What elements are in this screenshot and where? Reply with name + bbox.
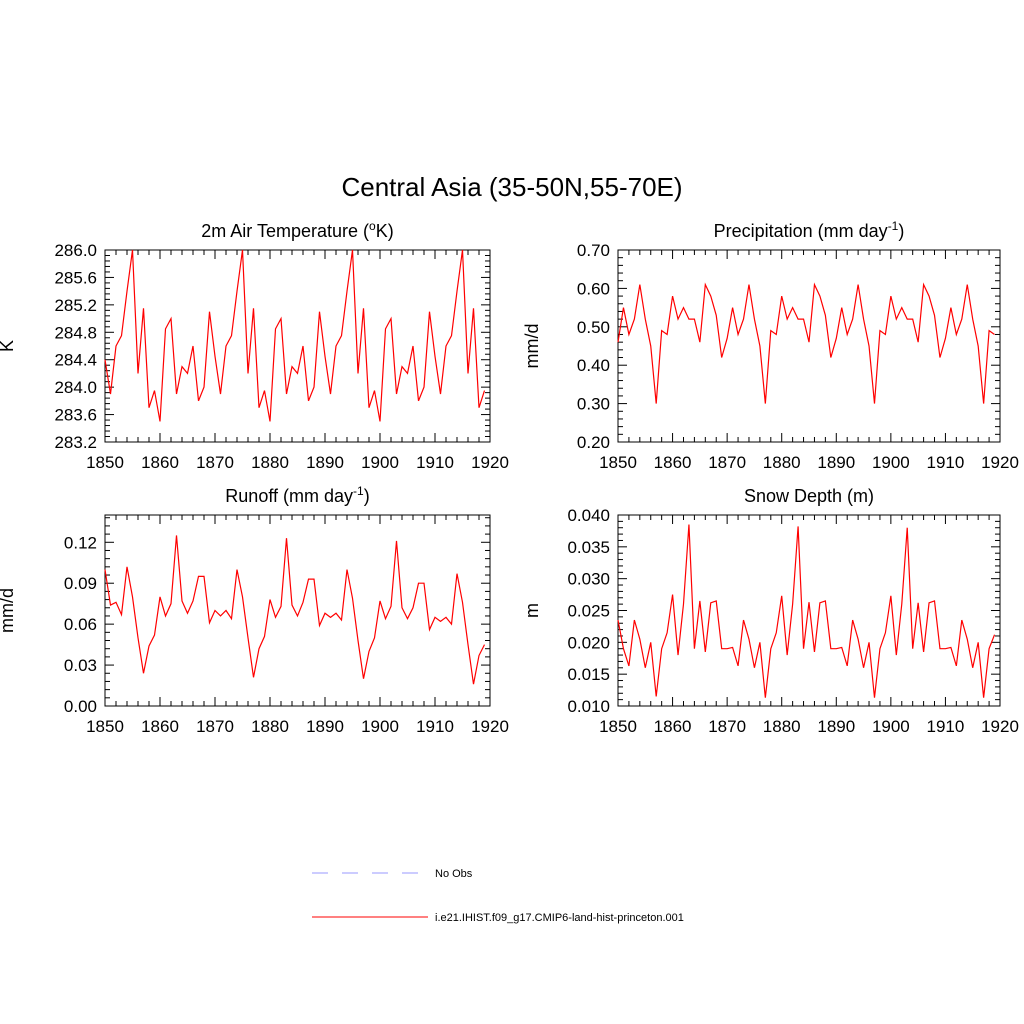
series-line (104, 535, 486, 685)
y-tick-label: 0.60 (577, 279, 610, 298)
y-axis-label: m (522, 603, 542, 618)
x-tick-label: 1870 (196, 453, 234, 472)
y-tick-label: 284.0 (54, 378, 97, 397)
panel-title: Snow Depth (m) (744, 486, 874, 506)
y-tick-label: 0.12 (64, 533, 97, 552)
x-tick-label: 1900 (872, 717, 910, 736)
panel-title: 2m Air Temperature (oK) (201, 219, 393, 241)
x-tick-label: 1870 (708, 717, 746, 736)
x-tick-label: 1860 (141, 717, 179, 736)
x-tick-label: 1850 (86, 717, 124, 736)
x-tick-label: 1890 (817, 717, 855, 736)
x-tick-label: 1860 (654, 717, 692, 736)
y-tick-label: 0.015 (567, 665, 610, 684)
x-tick-label: 1860 (654, 453, 692, 472)
panel-title-main: 2m Air Temperature ( (201, 221, 369, 241)
y-tick-label: 0.030 (567, 570, 610, 589)
chart-panel-2: Precipitation (mm day-1) mm/d 1850 1860 1870… (522, 219, 1019, 472)
x-tick-label: 1920 (471, 453, 509, 472)
x-tick-label: 1910 (927, 717, 965, 736)
x-tick-label: 1890 (306, 717, 344, 736)
y-tick-label: 0.50 (577, 318, 610, 337)
panel-title-sup: o (369, 219, 376, 233)
plot-frame (104, 249, 491, 443)
x-tick-label: 1910 (416, 717, 454, 736)
chart-panel-4: Snow Depth (m) m 1850 1860 1870 1880 1890 1900 1… (522, 486, 1019, 736)
y-tick-label: 0.20 (577, 433, 610, 452)
panel-title-tail: ) (364, 486, 370, 506)
y-tick-label: 0.040 (567, 506, 610, 525)
panel-title-sup: -1 (888, 219, 899, 233)
x-tick-label: 1860 (141, 453, 179, 472)
plot-frame (617, 514, 1001, 707)
plot-frame (617, 249, 1001, 443)
y-tick-label: 283.2 (54, 433, 97, 452)
x-tick-label: 1910 (927, 453, 965, 472)
panel-title-tail: ) (898, 221, 904, 241)
y-tick-label: 0.40 (577, 356, 610, 375)
y-tick-label: 0.035 (567, 538, 610, 557)
y-axis-label: mm/d (522, 324, 542, 369)
y-tick-label: 0.03 (64, 656, 97, 675)
x-tick-label: 1850 (599, 453, 637, 472)
y-tick-label: 0.00 (64, 697, 97, 716)
legend: No Obs i.e21.IHIST.f09_g17.CMIP6-land-his… (312, 868, 684, 924)
panel-title: Runoff (mm day-1) (225, 484, 369, 506)
x-tick-label: 1920 (981, 453, 1019, 472)
x-tick-label: 1890 (306, 453, 344, 472)
y-tick-label: 0.09 (64, 574, 97, 593)
series-line (617, 282, 995, 404)
y-tick-label: 0.06 (64, 615, 97, 634)
y-axis-label: mm/d (0, 588, 17, 633)
x-tick-label: 1910 (416, 453, 454, 472)
chart-panel-1: 2m Air Temperature (oK) K 1850 1860 1870 1880… (0, 219, 509, 472)
x-tick-label: 1870 (196, 717, 234, 736)
y-tick-label: 284.8 (54, 323, 97, 342)
y-tick-label: 0.025 (567, 602, 610, 621)
x-tick-label: 1900 (872, 453, 910, 472)
legend-label: No Obs (435, 868, 473, 880)
y-tick-label: 0.30 (577, 395, 610, 414)
x-tick-label: 1880 (763, 453, 801, 472)
plot-frame (104, 514, 491, 707)
x-tick-label: 1920 (471, 717, 509, 736)
y-tick-label: 286.0 (54, 241, 97, 260)
x-tick-label: 1900 (361, 453, 399, 472)
y-axis-label: K (0, 340, 17, 352)
panel-title-sup: -1 (353, 484, 364, 498)
y-tick-label: 0.70 (577, 241, 610, 260)
chart-panel-3: Runoff (mm day-1) mm/d 1850 1860 1870 1880 189… (0, 484, 509, 736)
y-tick-label: 284.4 (54, 351, 97, 370)
y-tick-label: 0.020 (567, 633, 610, 652)
x-tick-label: 1900 (361, 717, 399, 736)
panel-title-main: Snow Depth (m) (744, 486, 874, 506)
series-line (617, 524, 996, 698)
x-tick-label: 1880 (251, 717, 289, 736)
x-tick-label: 1870 (708, 453, 746, 472)
panel-title-tail: K) (376, 221, 394, 241)
y-tick-label: 0.010 (567, 697, 610, 716)
panel-title: Precipitation (mm day-1) (714, 219, 905, 241)
x-tick-label: 1850 (86, 453, 124, 472)
figure-title: Central Asia (35-50N,55-70E) (341, 172, 682, 202)
y-tick-label: 283.6 (54, 406, 97, 425)
x-tick-label: 1890 (817, 453, 855, 472)
legend-label: i.e21.IHIST.f09_g17.CMIP6-land-hist-prin… (435, 912, 684, 924)
series-line (104, 249, 486, 422)
y-tick-label: 285.2 (54, 296, 97, 315)
x-tick-label: 1920 (981, 717, 1019, 736)
x-tick-label: 1850 (599, 717, 637, 736)
panel-title-main: Precipitation (mm day (714, 221, 888, 241)
x-tick-label: 1880 (763, 717, 801, 736)
x-tick-label: 1880 (251, 453, 289, 472)
panel-title-main: Runoff (mm day (225, 486, 353, 506)
y-tick-label: 285.6 (54, 268, 97, 287)
